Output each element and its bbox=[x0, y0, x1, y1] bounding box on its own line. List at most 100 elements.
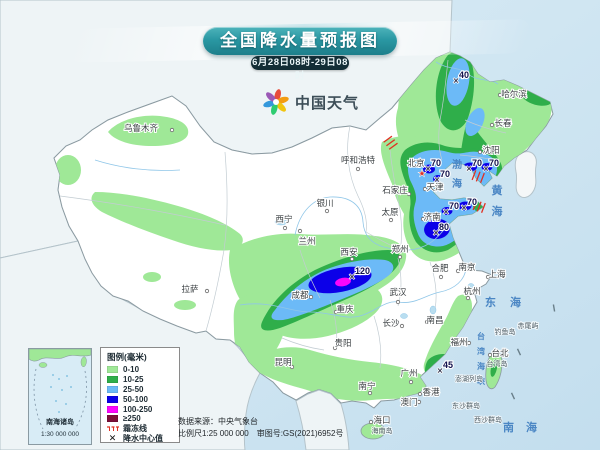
city-label: 重庆 bbox=[336, 304, 354, 314]
legend-item-label: 50-100 bbox=[123, 394, 148, 404]
legend-title: 图例(毫米) bbox=[107, 352, 147, 362]
province-borders bbox=[59, 59, 507, 369]
city-dot bbox=[465, 295, 471, 301]
precip-center-x-icon: ✕ bbox=[466, 165, 473, 174]
city-label: 乌鲁木齐 bbox=[124, 123, 159, 133]
island-label: 西沙群岛 bbox=[474, 415, 502, 424]
precip-center-value: 70 bbox=[472, 158, 482, 168]
city-dot bbox=[297, 228, 303, 234]
precip-center-value: 70 bbox=[449, 201, 459, 211]
precip-center-x-icon: ✕ bbox=[425, 165, 432, 174]
legend-item: 100-250 bbox=[107, 404, 174, 414]
legend-item: 25-50 bbox=[107, 385, 174, 395]
city-label: 拉萨 bbox=[181, 284, 199, 294]
legend-swatch bbox=[107, 376, 118, 384]
city-dot bbox=[332, 345, 338, 351]
legend-item-label: ≥250 bbox=[123, 414, 141, 424]
hainan-island bbox=[360, 422, 386, 440]
city-dot bbox=[424, 319, 430, 325]
precip-center-x-icon: ✕ bbox=[461, 204, 468, 213]
city-label: 武汉 bbox=[389, 287, 407, 297]
city-dot bbox=[438, 274, 444, 280]
weather-pinwheel-icon bbox=[263, 89, 289, 115]
precip-center-value: 70 bbox=[467, 197, 477, 207]
city-dot bbox=[395, 299, 401, 305]
city-label: 合肥 bbox=[431, 263, 449, 273]
city-label: 长沙 bbox=[382, 318, 400, 328]
boundary-dash bbox=[552, 304, 556, 312]
legend-item-label: 25-50 bbox=[123, 384, 144, 394]
city-label: 南宁 bbox=[358, 381, 375, 391]
city-dot bbox=[204, 288, 210, 294]
precip-center-symbol: ✕ bbox=[108, 432, 117, 443]
precip-center-x-icon: ✕ bbox=[433, 229, 440, 238]
legend-item-label: 10-25 bbox=[123, 375, 144, 385]
legend-frost-row: 霜冻线 bbox=[107, 424, 174, 434]
city-label: 成都 bbox=[291, 290, 309, 300]
precip-center-label: 降水中心值 bbox=[123, 433, 163, 443]
frost-line-mark bbox=[383, 135, 398, 150]
china-weather-logo: 中国天气 bbox=[263, 89, 359, 115]
city-dot bbox=[420, 216, 426, 222]
legend-center-row: ✕ 降水中心值 bbox=[107, 432, 174, 444]
city-dot bbox=[388, 217, 394, 223]
city-dot bbox=[416, 399, 422, 405]
city-dot bbox=[349, 256, 355, 262]
frost-line-label: 霜冻线 bbox=[123, 424, 147, 434]
city-dot bbox=[324, 208, 330, 214]
city-dot bbox=[308, 294, 314, 300]
inset-scale: 1:30 000 000 bbox=[41, 431, 79, 438]
sea-label: 东海 bbox=[485, 295, 535, 309]
capital-star: ★ bbox=[418, 169, 425, 178]
city-dot bbox=[477, 149, 483, 155]
sea-label: 渤海 bbox=[452, 158, 462, 190]
precip-center-value: 70 bbox=[489, 158, 499, 168]
city-label: 长春 bbox=[494, 118, 512, 128]
legend-item: 0-10 bbox=[107, 365, 174, 375]
boundary-dash bbox=[516, 348, 522, 356]
city-dot bbox=[417, 391, 423, 397]
precip-center-value: 120 bbox=[355, 266, 370, 276]
island-label: 澎湖列岛 bbox=[455, 374, 483, 383]
city-label: 上海 bbox=[488, 269, 506, 279]
city-label: 贵阳 bbox=[334, 338, 351, 348]
city-dot bbox=[466, 340, 472, 346]
city-label: 澳门 bbox=[400, 397, 417, 407]
taiwan-precip-core bbox=[490, 359, 498, 377]
precip-center-value: 45 bbox=[443, 360, 453, 370]
city-label: 杭州 bbox=[463, 286, 480, 296]
city-label: 香港 bbox=[422, 387, 440, 397]
legend-swatch bbox=[107, 395, 118, 403]
map-title-banner: 全国降水量预报图 bbox=[203, 27, 397, 55]
legend-item-label: 0-10 bbox=[123, 365, 140, 375]
island-label: 海南岛 bbox=[372, 426, 393, 435]
city-label: 兰州 bbox=[298, 236, 315, 246]
precip-zone-100-250 bbox=[335, 277, 351, 287]
city-dot bbox=[487, 352, 493, 358]
island-label: 台湾岛 bbox=[487, 359, 508, 368]
city-dot bbox=[282, 225, 288, 231]
city-dot bbox=[333, 309, 339, 315]
city-label: 银川 bbox=[316, 198, 333, 208]
city-label: 济南 bbox=[423, 212, 440, 222]
city-label: 北京 bbox=[407, 158, 424, 168]
city-label: 太原 bbox=[381, 207, 398, 217]
map-title: 全国降水量预报图 bbox=[220, 31, 380, 50]
city-dot bbox=[368, 419, 374, 425]
city-label: 西宁 bbox=[275, 214, 292, 224]
city-label: 海口 bbox=[373, 415, 390, 425]
city-label: 南昌 bbox=[426, 315, 443, 325]
city-label: 郑州 bbox=[391, 244, 408, 254]
map-scale-line: 比例尺1:25 000 000 审图号:GS(2021)6952号 bbox=[178, 428, 344, 438]
city-dot bbox=[399, 323, 405, 329]
city-dot bbox=[422, 186, 428, 192]
sea-label: 南海 bbox=[503, 420, 549, 434]
legend-box: 图例(毫米) 0-10 10-25 25-50 50-100 100-250 ≥250 霜… bbox=[100, 347, 180, 443]
city-label: 福州 bbox=[450, 337, 467, 347]
city-dot bbox=[169, 127, 175, 133]
frost-line-mark bbox=[471, 170, 485, 184]
precip-center-x-icon: ✕ bbox=[349, 273, 356, 282]
